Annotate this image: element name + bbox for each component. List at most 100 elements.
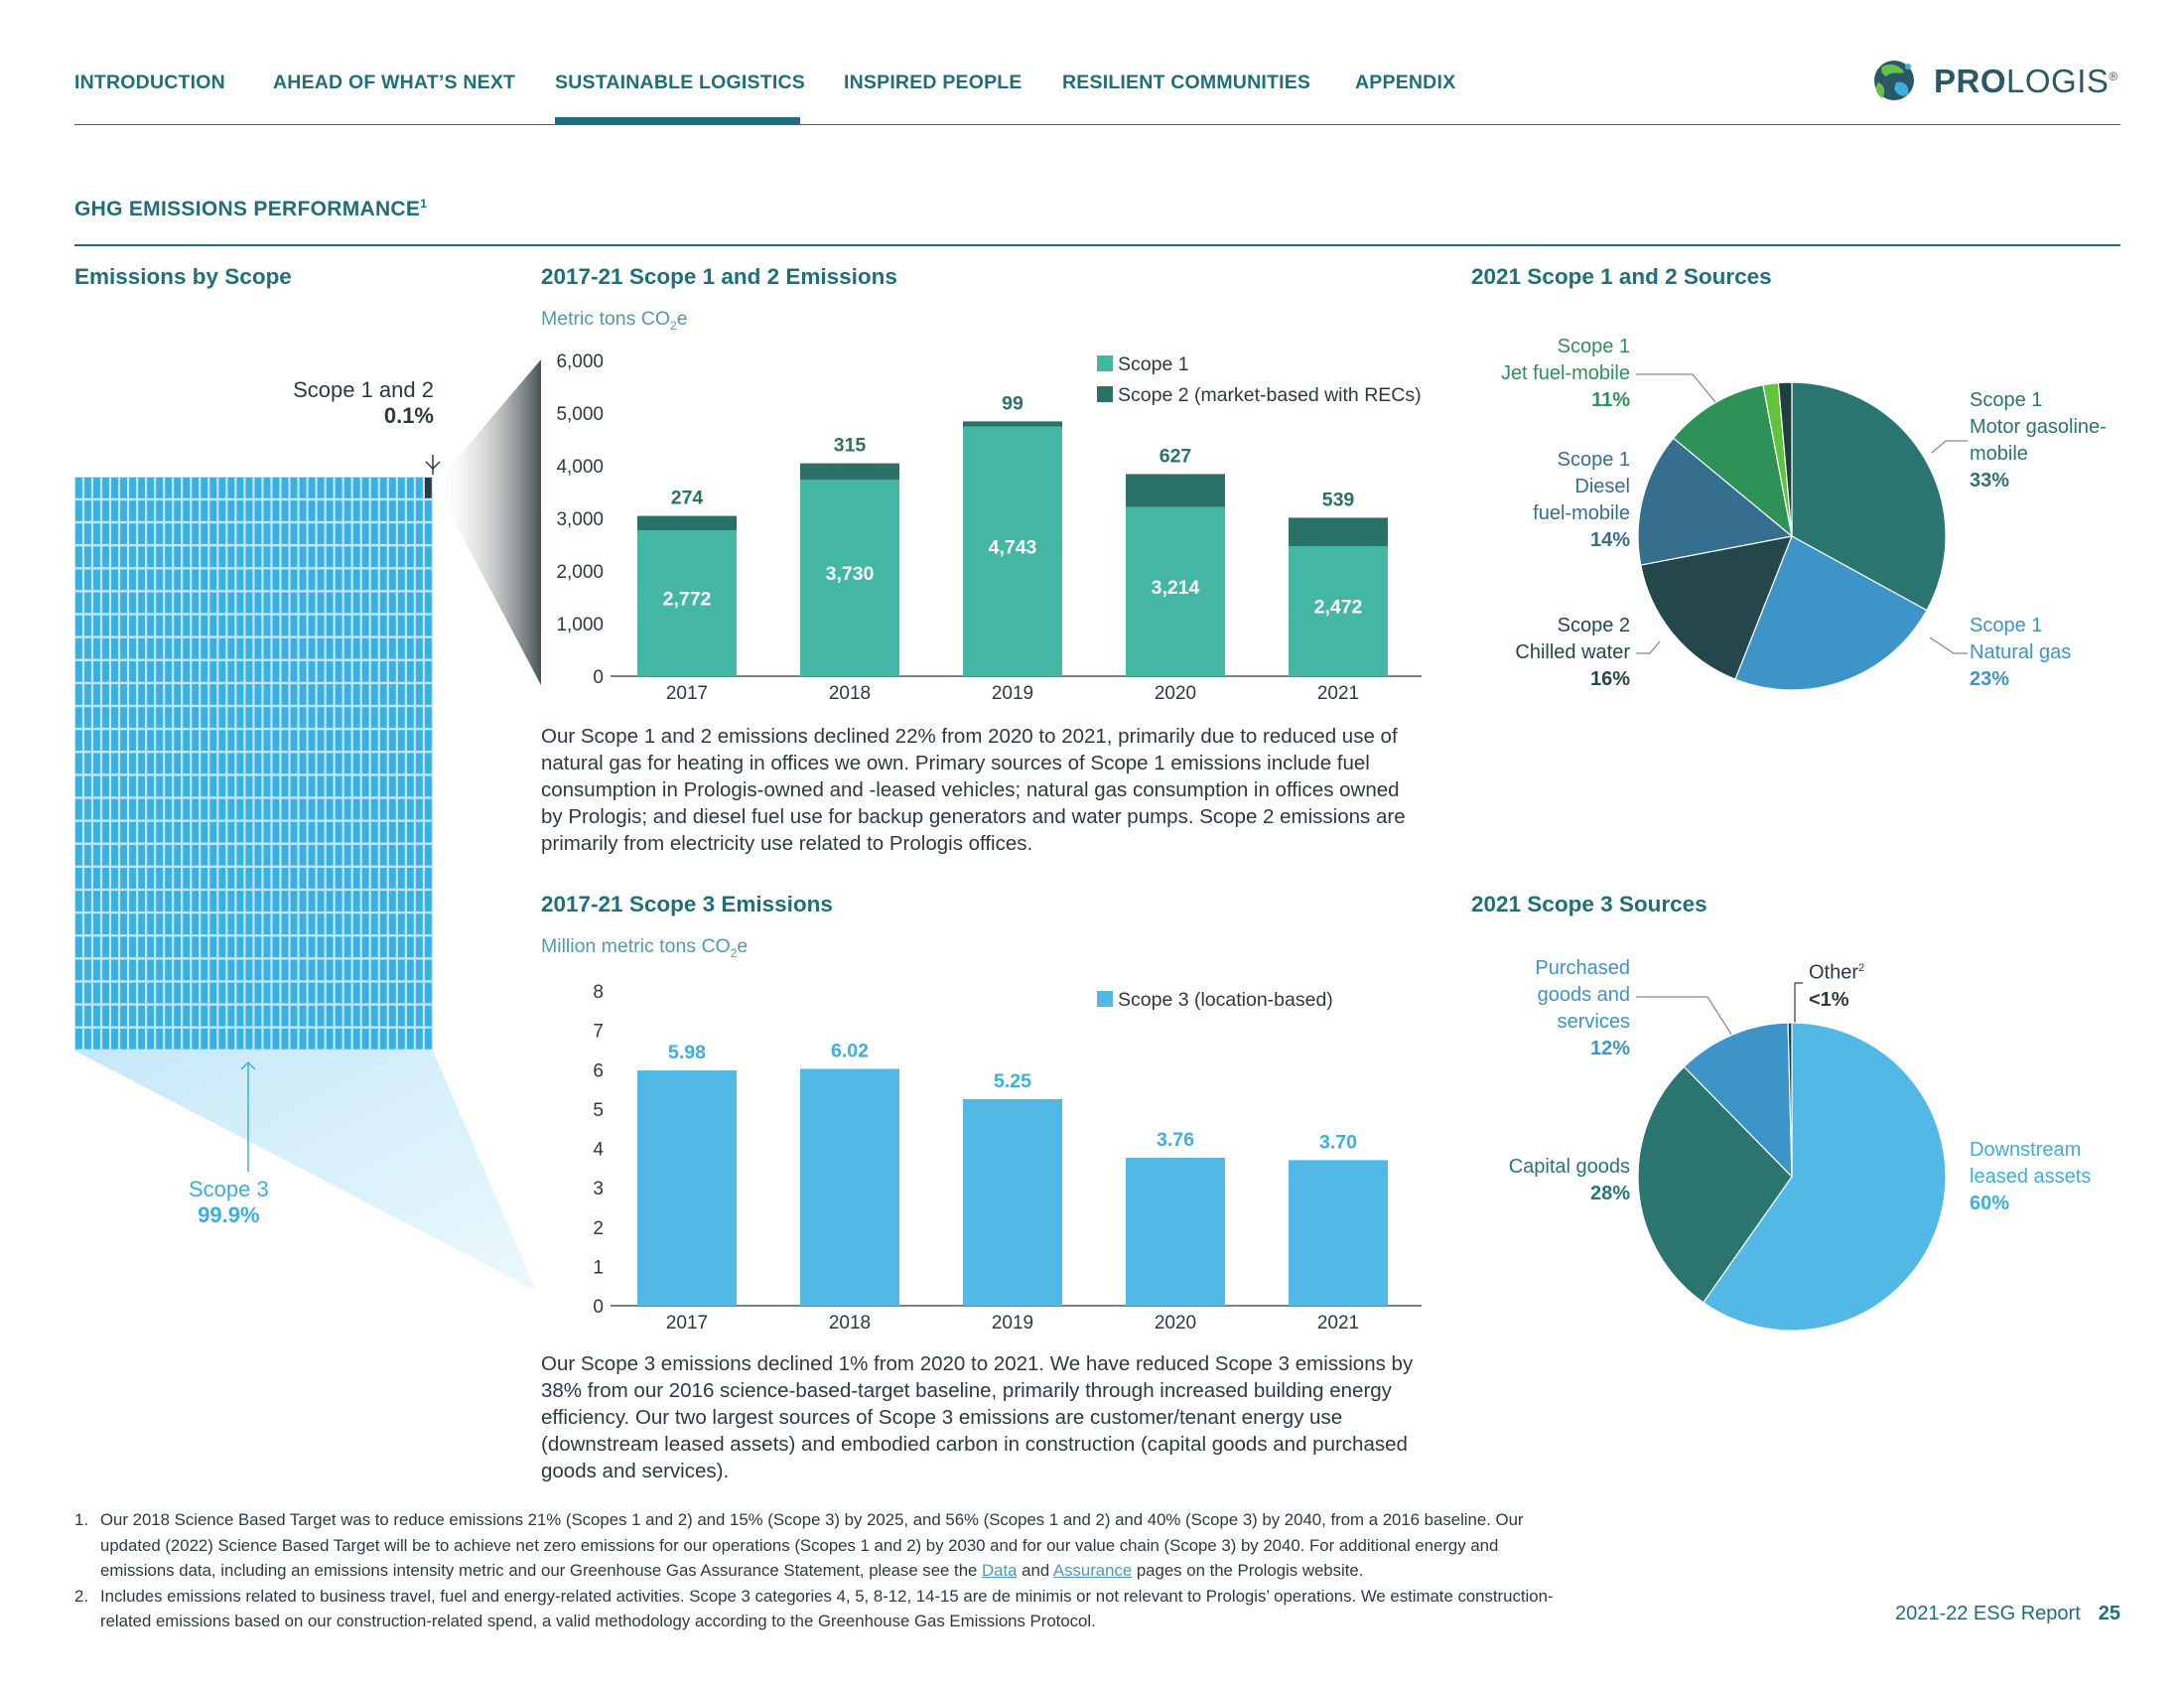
waffle-cell	[335, 1005, 342, 1027]
assurance-link[interactable]: Assurance	[1052, 1561, 1133, 1580]
waffle-cell	[326, 868, 334, 889]
waffle-cell	[183, 775, 191, 797]
waffle-cell	[227, 821, 235, 843]
waffle-cell	[102, 615, 109, 636]
waffle-cell	[120, 982, 127, 1004]
waffle-cell	[165, 592, 173, 614]
waffle-cell	[254, 615, 262, 636]
waffle-cell	[317, 500, 325, 521]
waffle-cell	[397, 546, 405, 568]
waffle-cell	[299, 982, 307, 1004]
waffle-cell	[102, 592, 109, 614]
waffle-cell	[245, 891, 253, 912]
waffle-cell	[352, 1005, 360, 1027]
waffle-cell	[317, 936, 325, 958]
waffle-cell	[263, 982, 271, 1004]
waffle-cell	[424, 821, 432, 843]
waffle-cell	[245, 478, 253, 498]
nav-ahead-of-whats-next[interactable]: AHEAD OF WHAT’S NEXT	[273, 71, 516, 93]
nav-appendix[interactable]: APPENDIX	[1355, 71, 1456, 93]
waffle-cell	[254, 753, 262, 774]
waffle-cell	[120, 684, 127, 705]
waffle-cell	[299, 798, 307, 820]
waffle-cell	[308, 684, 316, 705]
waffle-cell	[138, 821, 146, 843]
waffle-cell	[254, 523, 262, 544]
waffle-cell	[379, 775, 387, 797]
waffle-cell	[218, 592, 226, 614]
waffle-cell	[343, 982, 351, 1004]
waffle-cell	[352, 523, 360, 544]
waffle-cell	[192, 478, 200, 498]
waffle-cell	[388, 844, 396, 866]
waffle-cell	[424, 637, 432, 659]
waffle-cell	[424, 523, 432, 544]
waffle-cell	[370, 592, 378, 614]
waffle-cell	[156, 982, 164, 1004]
waffle-cell	[415, 707, 423, 728]
waffle-cell	[147, 730, 155, 752]
waffle-cell	[236, 936, 244, 958]
waffle-cell	[129, 914, 136, 934]
waffle-cell	[218, 821, 226, 843]
waffle-cell	[281, 500, 289, 521]
waffle-cell	[290, 500, 298, 521]
waffle-cell	[379, 615, 387, 636]
waffle-cell	[93, 821, 100, 843]
waffle-cell	[138, 637, 146, 659]
waffle-cell	[424, 844, 432, 866]
waffle-cell	[335, 569, 342, 591]
waffle-cell	[424, 730, 432, 752]
waffle-cell	[415, 569, 423, 591]
waffle-cell	[299, 592, 307, 614]
waffle-cell	[326, 592, 334, 614]
waffle-cell	[201, 1005, 208, 1027]
legend-swatch	[1097, 386, 1113, 402]
waffle-cell	[192, 821, 200, 843]
waffle-cell	[281, 982, 289, 1004]
waffle-cell	[424, 936, 432, 958]
waffle-cell	[352, 982, 360, 1004]
waffle-cell	[335, 775, 342, 797]
waffle-cell	[201, 523, 208, 544]
waffle-cell	[361, 684, 369, 705]
scope12-arrow-head	[425, 461, 441, 471]
waffle-cell	[84, 753, 91, 774]
waffle-cell	[352, 615, 360, 636]
waffle-cell	[102, 660, 109, 682]
waffle-cell	[352, 844, 360, 866]
waffle-cell	[388, 569, 396, 591]
nav-inspired-people[interactable]: INSPIRED PEOPLE	[844, 71, 1023, 93]
waffle-cell	[245, 821, 253, 843]
prologis-logo[interactable]: PROLOGIS®	[1866, 55, 2124, 110]
waffle-cell	[111, 936, 118, 958]
waffle-cell	[308, 868, 316, 889]
waffle-cell	[227, 936, 235, 958]
waffle-cell	[272, 615, 280, 636]
waffle-cell	[93, 569, 100, 591]
x-tick-label: 2018	[829, 1313, 871, 1334]
waffle-cell	[281, 1005, 289, 1027]
waffle-cell	[111, 637, 118, 659]
waffle-cell	[379, 569, 387, 591]
waffle-cell	[236, 730, 244, 752]
data-link[interactable]: Data	[982, 1561, 1018, 1580]
waffle-cell	[388, 1028, 396, 1050]
waffle-cell	[361, 569, 369, 591]
waffle-cell	[138, 982, 146, 1004]
waffle-cell	[75, 821, 82, 843]
y-tick-label: 2,000	[556, 562, 604, 583]
waffle-cell	[361, 546, 369, 568]
waffle-cell	[379, 546, 387, 568]
waffle-cell	[397, 660, 405, 682]
waffle-cell	[209, 615, 217, 636]
waffle-cell	[317, 868, 325, 889]
waffle-cell	[254, 821, 262, 843]
waffle-cell	[335, 660, 342, 682]
nav-sustainable-logistics[interactable]: SUSTAINABLE LOGISTICS	[555, 71, 805, 93]
nav-introduction[interactable]: INTRODUCTION	[74, 71, 225, 93]
nav-resilient-communities[interactable]: RESILIENT COMMUNITIES	[1062, 71, 1311, 93]
waffle-cell	[218, 707, 226, 728]
waffle-cell	[165, 775, 173, 797]
waffle-cells	[75, 478, 432, 1050]
